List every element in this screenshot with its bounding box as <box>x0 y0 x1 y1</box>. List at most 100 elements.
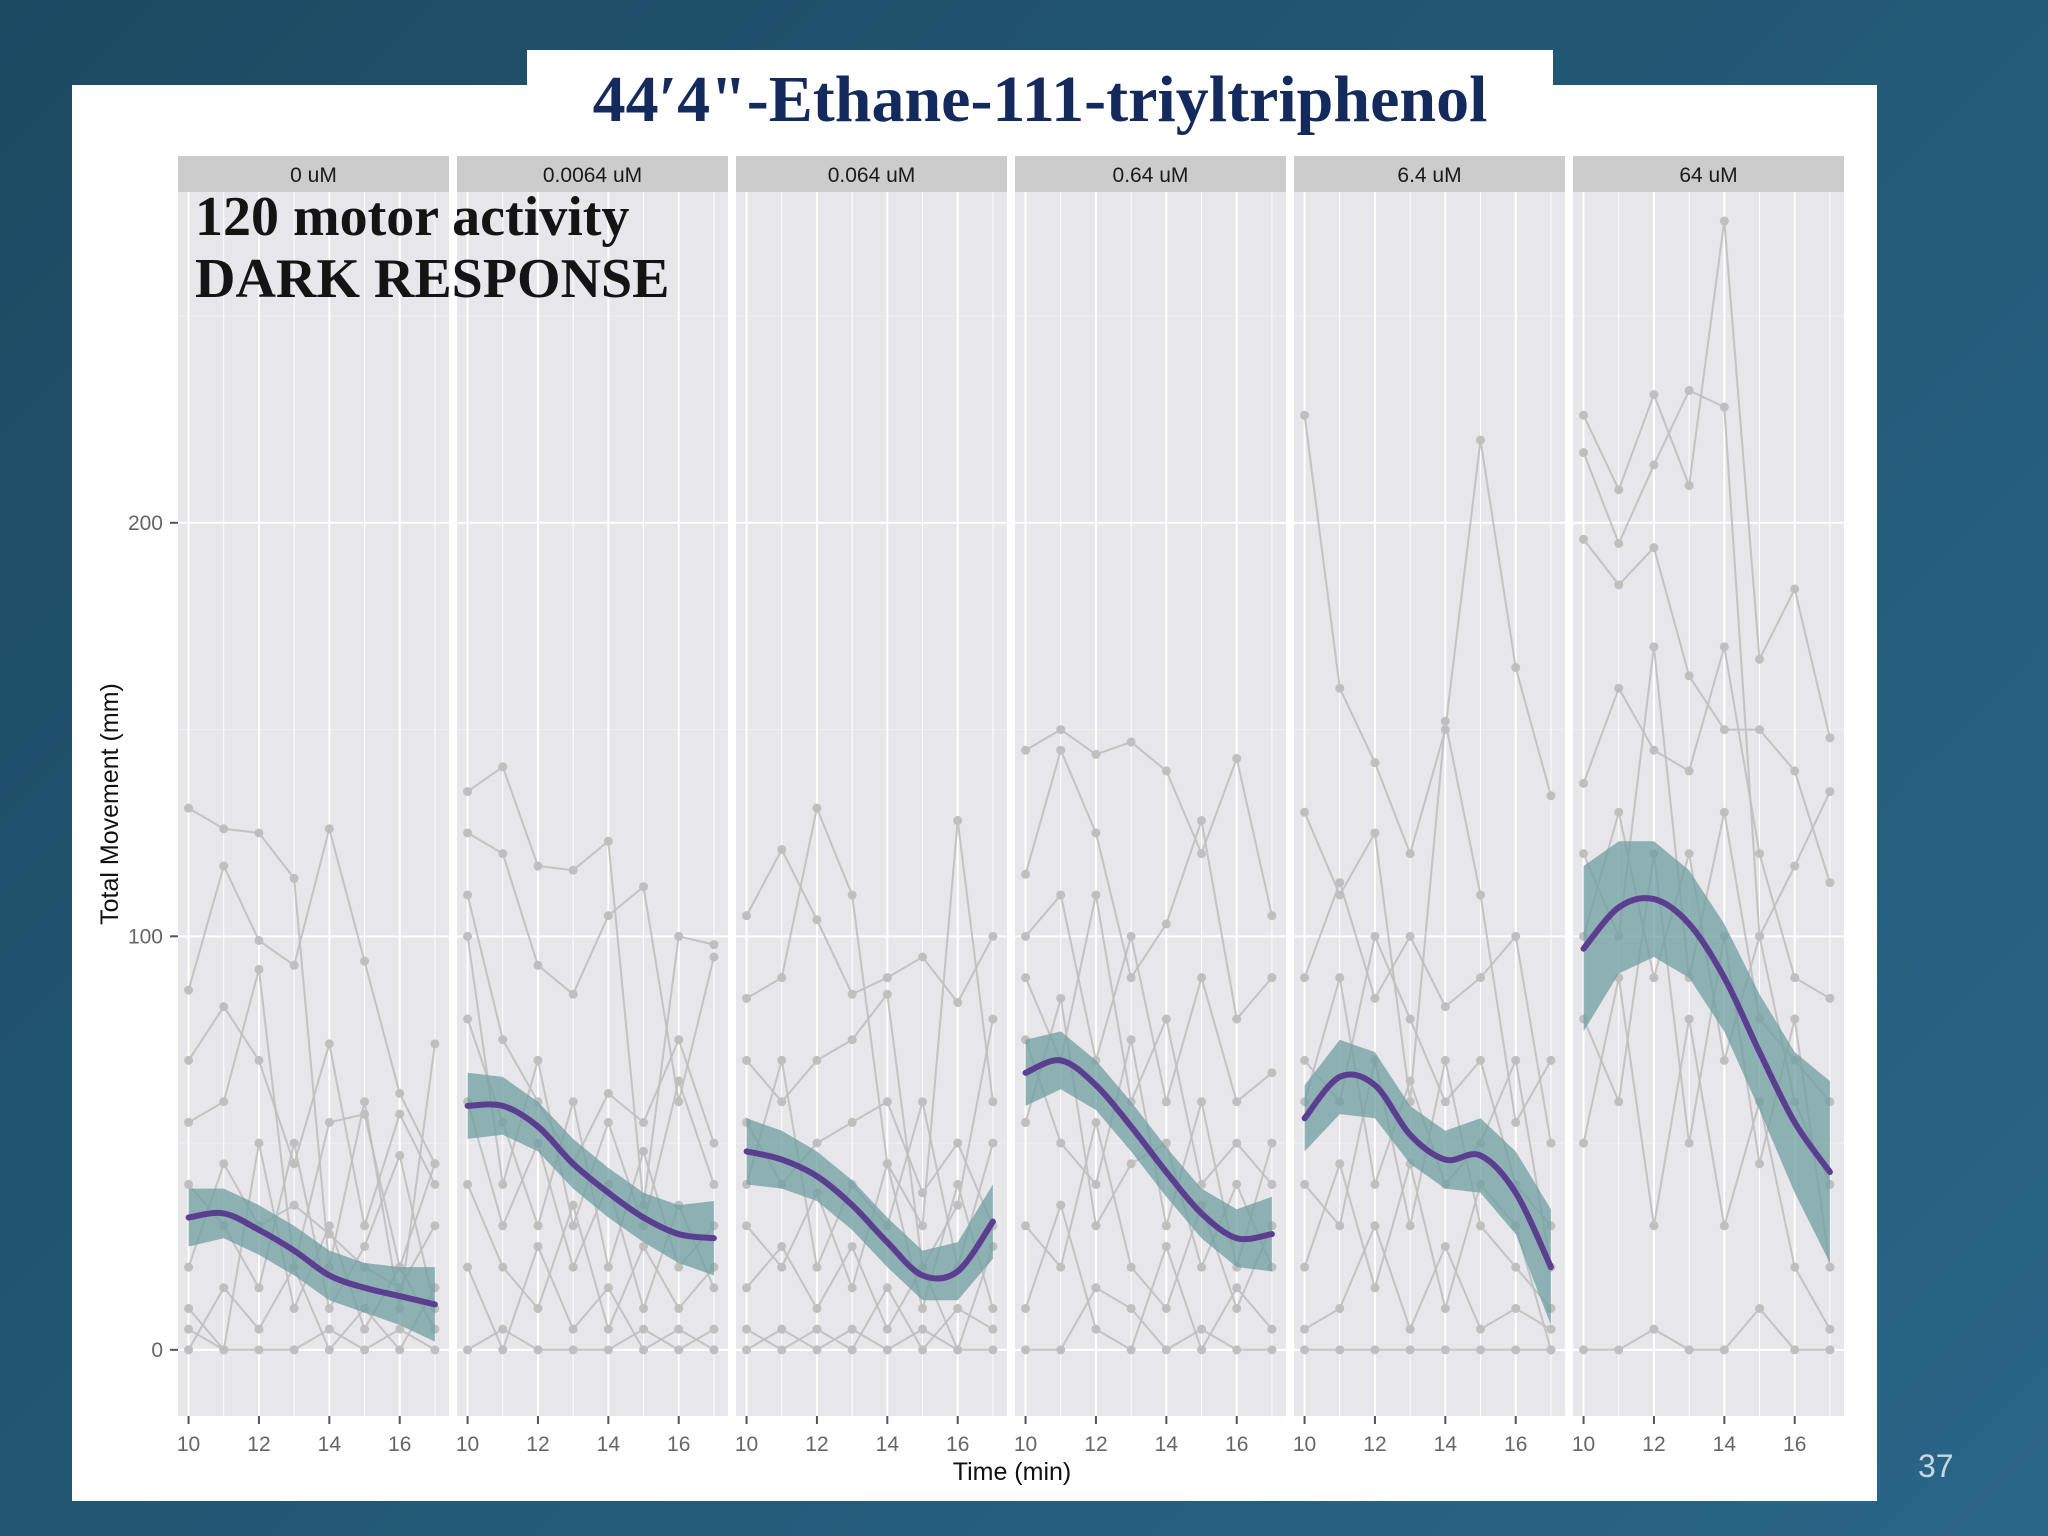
raw-data-point <box>1300 1345 1310 1355</box>
raw-data-point <box>498 1262 508 1272</box>
x-tick-label: 16 <box>388 1433 411 1456</box>
raw-data-point <box>674 1324 684 1334</box>
raw-series-line <box>1304 1222 1552 1332</box>
raw-data-point <box>1790 1262 1800 1272</box>
raw-data-point <box>847 1283 857 1293</box>
raw-data-point <box>709 952 719 962</box>
raw-data-point <box>918 1097 928 1107</box>
raw-data-point <box>1440 1345 1450 1355</box>
raw-data-point <box>1197 1262 1207 1272</box>
smooth-trend-line <box>1301 1071 1554 1271</box>
raw-data-point <box>219 824 229 834</box>
raw-data-point <box>1300 410 1310 420</box>
x-tick-label: 12 <box>805 1433 828 1456</box>
raw-data-point <box>1126 1345 1136 1355</box>
raw-data-point <box>568 1262 578 1272</box>
raw-data-point <box>812 915 822 925</box>
raw-data-point <box>1790 861 1800 871</box>
facet-strip-label: 64 uM <box>1679 164 1737 187</box>
raw-data-point <box>1440 1241 1450 1251</box>
x-tick-label: 12 <box>1084 1433 1107 1456</box>
raw-data-point <box>1476 1345 1486 1355</box>
raw-data-point <box>1614 580 1624 590</box>
y-tick-label: 200 <box>128 512 163 535</box>
raw-data-point <box>568 1324 578 1334</box>
raw-data-point <box>533 1221 543 1231</box>
raw-data-point <box>953 1303 963 1313</box>
raw-data-point <box>812 1303 822 1313</box>
x-tick-label: 14 <box>1713 1433 1737 1456</box>
smooth-trend-line <box>185 1209 438 1308</box>
raw-data-point <box>1197 816 1207 826</box>
raw-data-point <box>1546 1345 1556 1355</box>
raw-data-point <box>603 1262 613 1272</box>
raw-series-line <box>1024 1201 1273 1353</box>
raw-data-point <box>1056 1262 1066 1272</box>
x-tick-label: 16 <box>1783 1433 1806 1456</box>
raw-data-point <box>1825 733 1835 743</box>
raw-data-point <box>1056 1138 1066 1148</box>
raw-data-point <box>463 931 473 941</box>
raw-data-point <box>1056 725 1066 735</box>
confidence-band <box>746 1118 993 1301</box>
raw-data-point <box>1476 1221 1486 1231</box>
raw-data-point <box>1161 1221 1171 1231</box>
raw-data-point <box>254 1324 264 1334</box>
raw-series-line <box>1025 728 1273 916</box>
raw-data-point <box>1370 1221 1380 1231</box>
raw-data-point <box>918 1303 928 1313</box>
y-tick-label: 100 <box>128 925 163 948</box>
raw-data-point <box>1232 1345 1242 1355</box>
raw-data-point <box>1056 1345 1066 1355</box>
raw-data-point <box>1197 1324 1207 1334</box>
raw-series-line <box>746 804 994 1230</box>
x-tick-label: 14 <box>876 1433 900 1456</box>
raw-data-point <box>1232 1179 1242 1189</box>
raw-data-point <box>1755 1159 1765 1169</box>
raw-data-point <box>184 1345 194 1355</box>
raw-data-point <box>1476 435 1486 445</box>
raw-series-line <box>746 1285 994 1352</box>
raw-data-point <box>289 1200 299 1210</box>
raw-data-point <box>1161 1241 1171 1251</box>
x-tick-label: 16 <box>1504 1433 1527 1456</box>
raw-data-point <box>1021 1303 1031 1313</box>
raw-data-point <box>1579 1345 1589 1355</box>
raw-series-line <box>1303 721 1552 1126</box>
raw-data-point <box>1021 1221 1031 1231</box>
raw-data-point <box>1267 1345 1277 1355</box>
raw-series-line <box>467 832 715 1102</box>
raw-series-line <box>746 1328 993 1351</box>
raw-data-point <box>777 1345 787 1355</box>
raw-data-point <box>1370 1283 1380 1293</box>
raw-data-point <box>430 1345 440 1355</box>
raw-series-line <box>1583 1306 1830 1351</box>
raw-data-point <box>1405 1324 1415 1334</box>
smooth-trend-line <box>1022 1057 1275 1243</box>
raw-data-point <box>1126 1303 1136 1313</box>
raw-data-point <box>1476 973 1486 983</box>
raw-data-point <box>988 1303 998 1313</box>
raw-series-line <box>187 824 436 1165</box>
raw-data-point <box>498 1345 508 1355</box>
raw-data-point <box>498 849 508 859</box>
raw-data-point <box>1405 1345 1415 1355</box>
raw-series-line <box>1024 892 1273 1104</box>
raw-data-point <box>1825 1345 1835 1355</box>
x-tick-label: 10 <box>1014 1433 1037 1456</box>
raw-data-point <box>742 1283 752 1293</box>
raw-data-point <box>289 960 299 970</box>
raw-data-point <box>953 816 963 826</box>
raw-series-line <box>1582 389 1831 941</box>
raw-data-point <box>1232 1303 1242 1313</box>
raw-series-line <box>187 1004 436 1227</box>
raw-data-point <box>1197 849 1207 859</box>
raw-data-point <box>777 1097 787 1107</box>
raw-data-point <box>463 890 473 900</box>
raw-data-point <box>674 931 684 941</box>
raw-data-point <box>1056 890 1066 900</box>
raw-data-point <box>812 1138 822 1148</box>
raw-data-point <box>568 865 578 875</box>
raw-data-point <box>219 861 229 871</box>
raw-data-point <box>1232 1138 1242 1148</box>
